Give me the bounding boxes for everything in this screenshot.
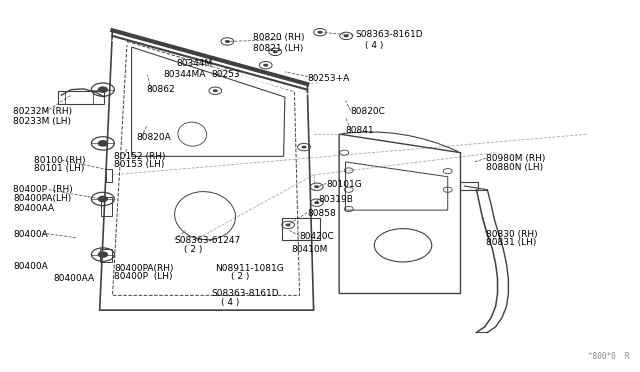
Circle shape bbox=[317, 31, 323, 34]
Circle shape bbox=[285, 224, 291, 227]
Text: 80152 (RH): 80152 (RH) bbox=[115, 152, 166, 161]
Text: ( 4 ): ( 4 ) bbox=[221, 298, 239, 307]
Circle shape bbox=[314, 201, 319, 204]
Circle shape bbox=[212, 89, 218, 92]
Circle shape bbox=[273, 50, 278, 53]
Text: 80400P  (RH): 80400P (RH) bbox=[13, 185, 73, 194]
Text: ( 2 ): ( 2 ) bbox=[184, 245, 202, 254]
Circle shape bbox=[99, 87, 108, 92]
Text: 80101G: 80101G bbox=[326, 180, 362, 189]
Text: 80400PA(RH): 80400PA(RH) bbox=[115, 264, 174, 273]
Circle shape bbox=[99, 252, 108, 257]
Text: 80400AA: 80400AA bbox=[13, 204, 54, 213]
Text: 80820 (RH): 80820 (RH) bbox=[253, 33, 305, 42]
Text: 80400A: 80400A bbox=[13, 230, 48, 239]
Text: 80820C: 80820C bbox=[351, 108, 385, 116]
Text: 80841: 80841 bbox=[346, 126, 374, 135]
Text: 80830 (RH): 80830 (RH) bbox=[486, 230, 538, 239]
Text: 80831 (LH): 80831 (LH) bbox=[486, 238, 536, 247]
Text: 80253: 80253 bbox=[211, 70, 240, 79]
Text: 80400PA(LH): 80400PA(LH) bbox=[13, 194, 72, 203]
Text: 80233M (LH): 80233M (LH) bbox=[13, 117, 72, 126]
Text: ^800*0  R: ^800*0 R bbox=[588, 352, 630, 361]
Text: ( 2 ): ( 2 ) bbox=[230, 272, 249, 281]
Text: 80858: 80858 bbox=[307, 209, 336, 218]
Text: S08363-8161D: S08363-8161D bbox=[211, 289, 279, 298]
Circle shape bbox=[314, 185, 319, 188]
Text: 80821 (LH): 80821 (LH) bbox=[253, 44, 303, 53]
Text: 80420C: 80420C bbox=[300, 232, 334, 241]
Text: 80153 (LH): 80153 (LH) bbox=[115, 160, 164, 169]
Text: 80100 (RH): 80100 (RH) bbox=[34, 155, 86, 164]
Text: 80980M (RH): 80980M (RH) bbox=[486, 154, 545, 163]
Circle shape bbox=[301, 145, 307, 148]
Text: 80880N (LH): 80880N (LH) bbox=[486, 163, 543, 172]
Text: 80253+A: 80253+A bbox=[307, 74, 349, 83]
Text: 80344M: 80344M bbox=[176, 59, 212, 68]
Text: 80101 (LH): 80101 (LH) bbox=[34, 164, 84, 173]
Circle shape bbox=[99, 141, 108, 146]
Text: 80400A: 80400A bbox=[13, 262, 48, 271]
Text: 80410M: 80410M bbox=[291, 245, 328, 254]
Circle shape bbox=[263, 64, 268, 67]
Text: ( 4 ): ( 4 ) bbox=[365, 41, 383, 50]
Text: 80400AA: 80400AA bbox=[54, 274, 95, 283]
Text: 80344MA: 80344MA bbox=[164, 70, 206, 79]
Text: N08911-1081G: N08911-1081G bbox=[214, 264, 284, 273]
Circle shape bbox=[99, 196, 108, 202]
Text: 80862: 80862 bbox=[147, 85, 175, 94]
Text: 80820A: 80820A bbox=[137, 133, 172, 142]
Circle shape bbox=[344, 35, 349, 37]
Text: 80319B: 80319B bbox=[318, 195, 353, 204]
Circle shape bbox=[225, 40, 230, 43]
Text: S08363-8161D: S08363-8161D bbox=[355, 29, 423, 39]
Text: 80400P  (LH): 80400P (LH) bbox=[115, 272, 173, 281]
Text: S08363-61247: S08363-61247 bbox=[174, 236, 241, 246]
Text: 80232M (RH): 80232M (RH) bbox=[13, 108, 72, 116]
